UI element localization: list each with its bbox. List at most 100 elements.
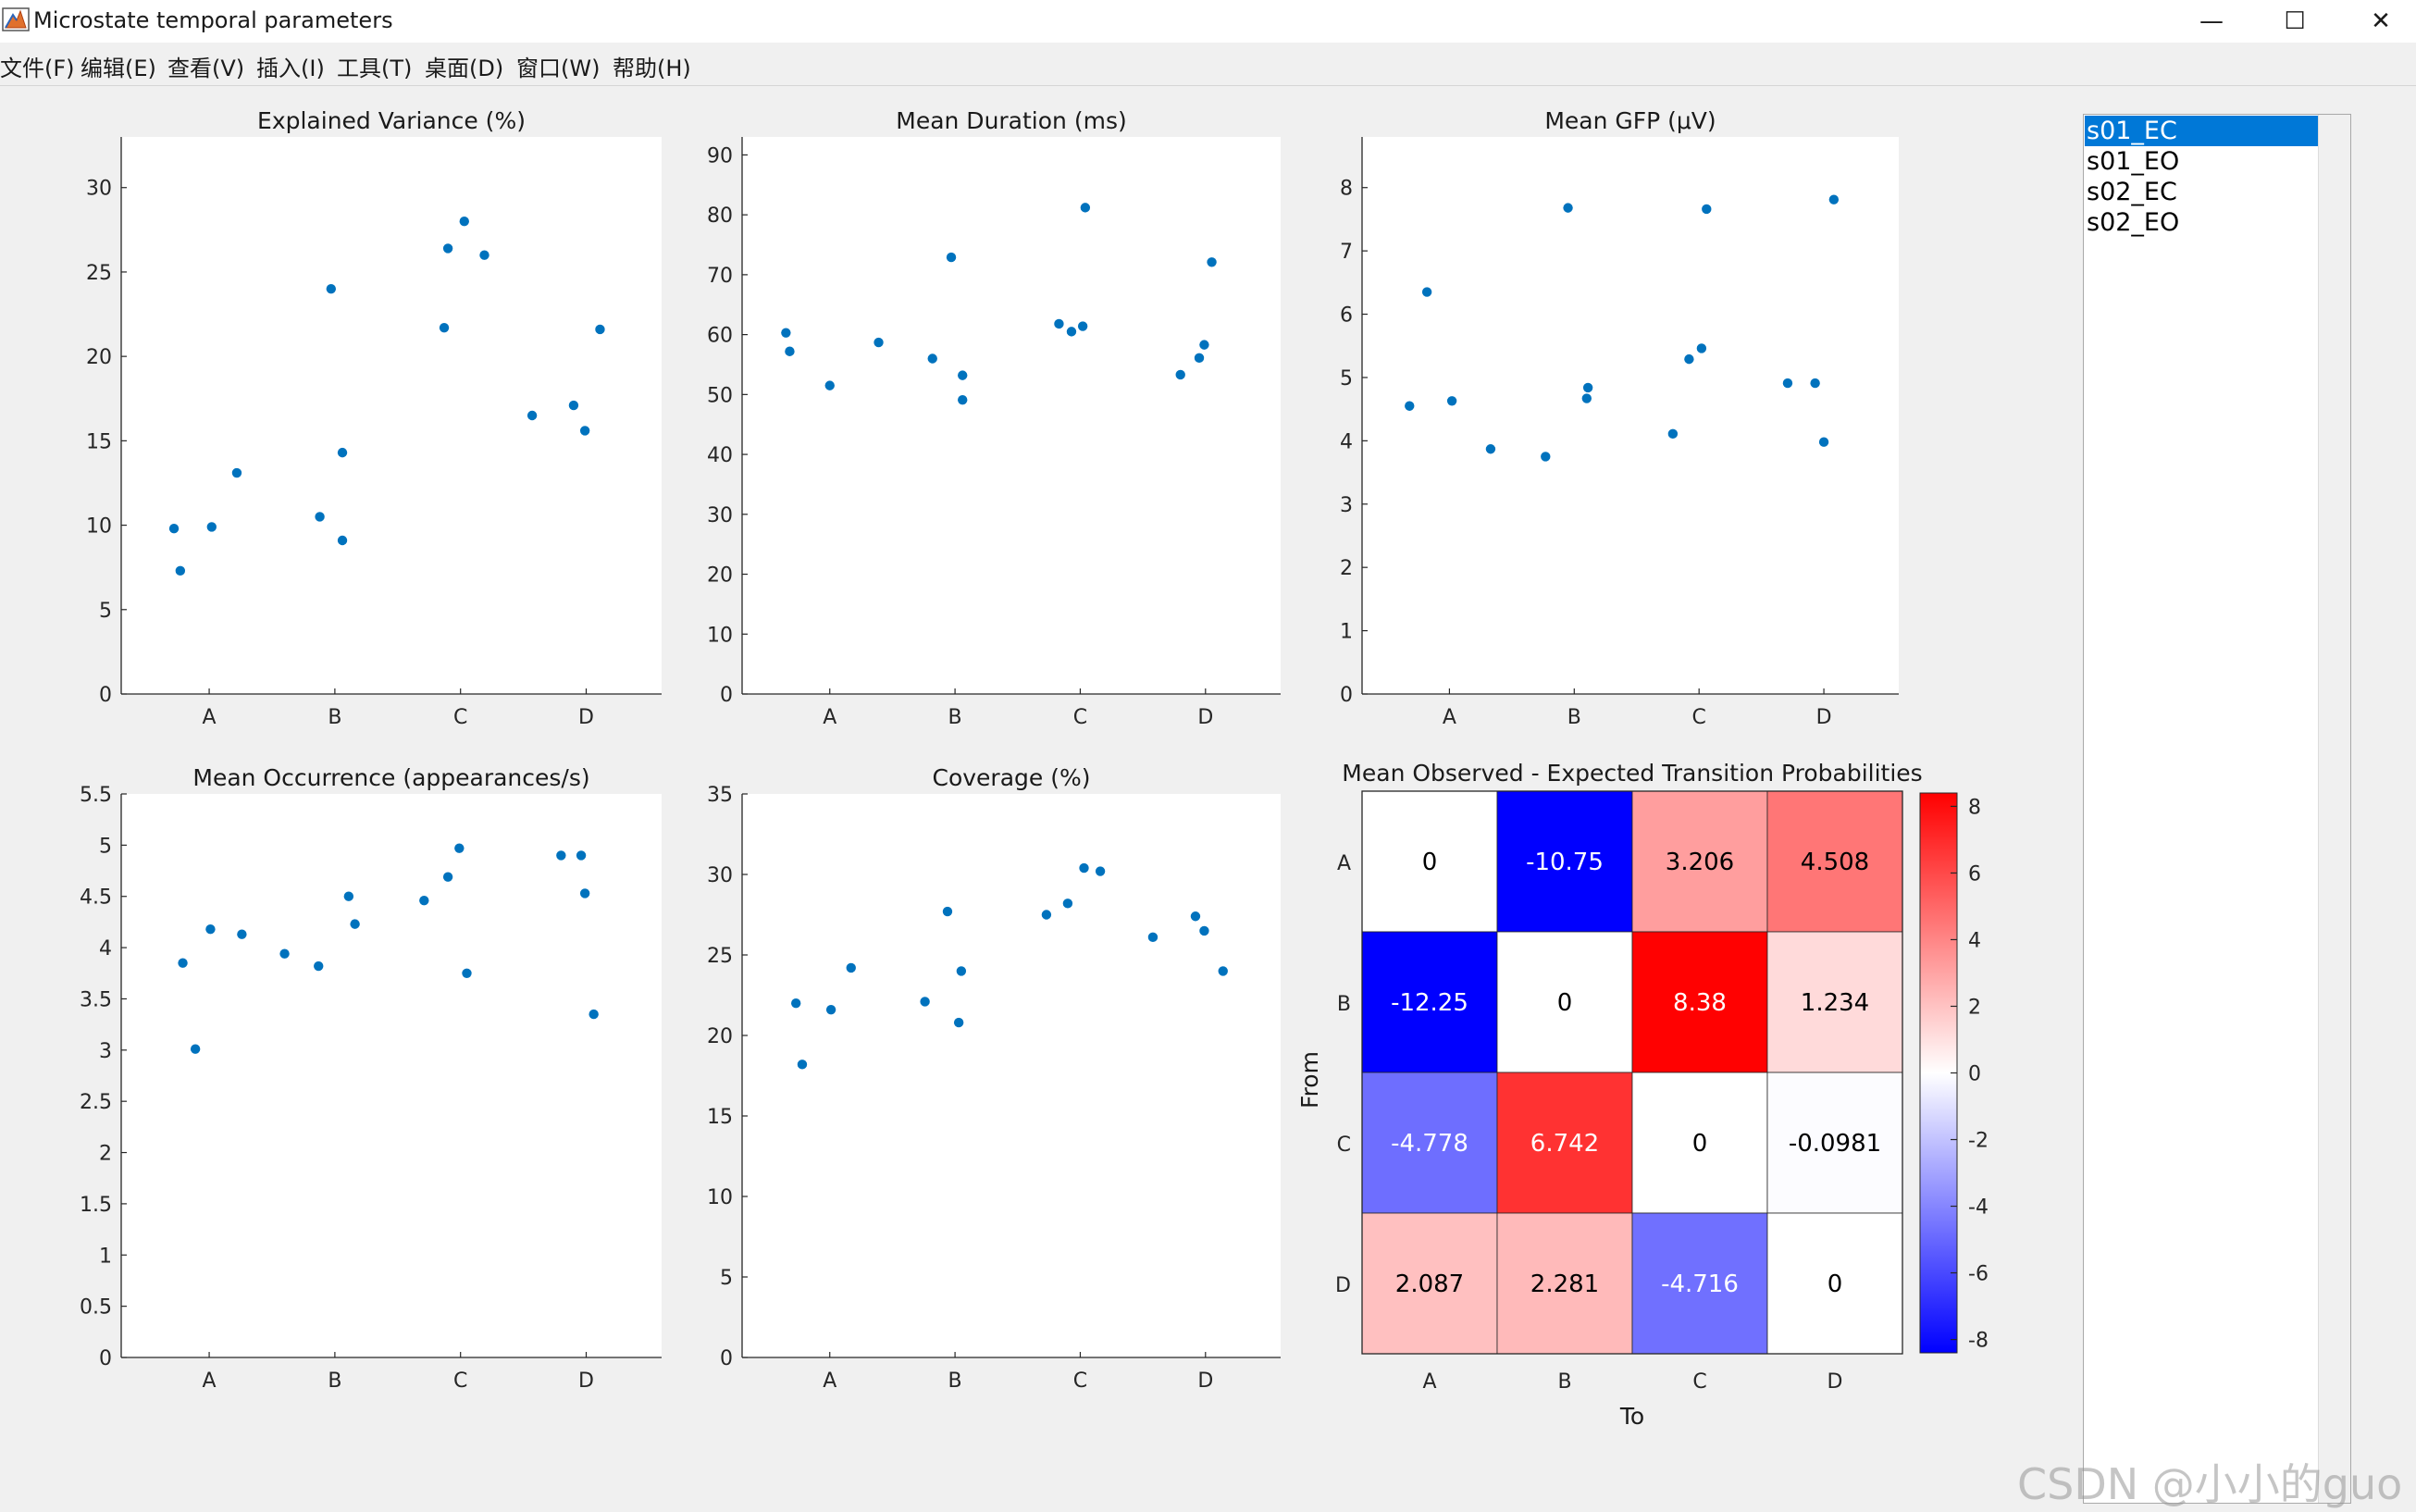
y-tick-label: 1.5 bbox=[80, 1194, 112, 1217]
y-tick-label: 50 bbox=[707, 384, 733, 407]
data-point bbox=[1079, 862, 1089, 874]
y-tick-label: 40 bbox=[707, 444, 733, 467]
data-point bbox=[791, 998, 801, 1009]
menu-insert[interactable]: 插入(I) bbox=[256, 56, 325, 81]
colorbar-tick-label: 6 bbox=[1968, 862, 1981, 886]
y-tick-label: 30 bbox=[707, 864, 733, 887]
data-point bbox=[175, 565, 186, 576]
menu-view[interactable]: 查看(V) bbox=[167, 56, 245, 81]
window-title: Microstate temporal parameters bbox=[33, 7, 393, 33]
col-label: D bbox=[1827, 1370, 1843, 1394]
x-tick-label: D bbox=[578, 706, 594, 729]
minimize-button[interactable]: — bbox=[2176, 0, 2247, 43]
data-point bbox=[556, 850, 566, 861]
matlab-figure-icon bbox=[2, 7, 30, 31]
data-point bbox=[459, 217, 469, 227]
x-tick-label: D bbox=[1816, 706, 1832, 729]
ev-axes: Explained Variance (%) 0 5 10 15 20 25 30 A B C D bbox=[86, 107, 662, 729]
menu-window[interactable]: 窗口(W) bbox=[516, 56, 601, 81]
heatmap-cell-label: 0 bbox=[1692, 1130, 1708, 1158]
data-point bbox=[326, 283, 337, 294]
data-point bbox=[1782, 378, 1793, 389]
data-point bbox=[231, 467, 242, 478]
x-tick-label: A bbox=[1443, 706, 1456, 729]
data-point bbox=[1582, 382, 1593, 393]
x-tick-label: A bbox=[823, 1369, 836, 1393]
y-tick-label: 0 bbox=[720, 1347, 733, 1370]
heatmap-cell-label: -4.716 bbox=[1661, 1270, 1739, 1298]
y-tick-label: 5 bbox=[1340, 367, 1353, 390]
heatmap-cell-label: -10.75 bbox=[1526, 849, 1604, 876]
data-point bbox=[237, 929, 247, 939]
maximize-button[interactable]: ☐ bbox=[2260, 0, 2330, 43]
y-tick-label: 20 bbox=[86, 346, 112, 369]
x-tick-label: C bbox=[1073, 706, 1087, 729]
heatmap-cell-label: 0 bbox=[1422, 849, 1438, 876]
dataset-item[interactable]: s01_EO bbox=[2087, 147, 2180, 176]
data-point bbox=[1828, 194, 1840, 204]
y-tick-label: 90 bbox=[707, 144, 733, 167]
axes-title: Mean GFP (μV) bbox=[1544, 107, 1716, 134]
data-point bbox=[956, 966, 967, 976]
data-point bbox=[462, 968, 472, 978]
data-point bbox=[1563, 203, 1573, 213]
data-point bbox=[1581, 393, 1592, 403]
menu-help[interactable]: 帮助(H) bbox=[613, 56, 691, 81]
dataset-item[interactable]: s02_EO bbox=[2087, 208, 2180, 237]
heatmap-cell-label: 8.38 bbox=[1673, 989, 1727, 1017]
y-tick-label: 2.5 bbox=[80, 1091, 112, 1114]
listbox-scrollbar[interactable] bbox=[2318, 115, 2350, 1503]
data-point bbox=[942, 906, 953, 917]
data-point bbox=[1190, 911, 1201, 922]
data-point bbox=[1147, 932, 1158, 943]
heatmap-cell bbox=[1496, 1072, 1633, 1214]
y-tick-label: 30 bbox=[707, 504, 733, 527]
heatmap-border bbox=[1361, 790, 1903, 1355]
data-point bbox=[479, 250, 489, 260]
heatmap-cell-label: 6.742 bbox=[1530, 1130, 1599, 1158]
axes-title: Coverage (%) bbox=[933, 764, 1091, 791]
gfp-axes: Mean GFP (μV) 0 1 2 3 4 5 6 7 8 A B C D bbox=[1340, 107, 1899, 729]
data-point bbox=[1077, 321, 1088, 331]
data-point bbox=[190, 1044, 201, 1054]
data-point bbox=[1405, 401, 1415, 411]
data-point bbox=[595, 324, 605, 335]
data-point bbox=[439, 322, 450, 333]
menu-edit[interactable]: 编辑(E) bbox=[81, 56, 156, 81]
heatmap-cell bbox=[1631, 1212, 1768, 1355]
menu-desktop[interactable]: 桌面(D) bbox=[425, 56, 504, 81]
dataset-item[interactable]: s01_EC bbox=[2085, 116, 2318, 146]
heatmap-cell bbox=[1766, 931, 1903, 1073]
y-tick-label: 10 bbox=[86, 515, 112, 539]
heatmap-cell-label: 4.508 bbox=[1801, 849, 1869, 876]
close-button[interactable]: ✕ bbox=[2346, 0, 2416, 43]
y-tick-label: 1 bbox=[1340, 621, 1353, 644]
colorbar-tick-label: 4 bbox=[1968, 929, 1981, 952]
y-tick-label: 0 bbox=[99, 1347, 112, 1370]
data-point bbox=[1485, 444, 1496, 454]
data-point bbox=[1080, 203, 1091, 213]
data-point bbox=[568, 400, 579, 411]
y-tick-label: 4 bbox=[99, 937, 112, 960]
y-tick-label: 8 bbox=[1340, 178, 1353, 201]
y-tick-label: 10 bbox=[707, 1186, 733, 1209]
dataset-item[interactable]: s02_EC bbox=[2087, 178, 2177, 206]
y-tick-label: 20 bbox=[707, 564, 733, 588]
data-point bbox=[958, 370, 968, 380]
data-point bbox=[920, 997, 930, 1007]
y-tick-label: 1 bbox=[99, 1245, 112, 1268]
menu-tools[interactable]: 工具(T) bbox=[337, 56, 413, 81]
x-tick-label: B bbox=[1567, 706, 1581, 729]
watermark: CSDN @小小的guo bbox=[2017, 1459, 2403, 1509]
dataset-listbox[interactable]: s01_EC s01_EO s02_EC s02_EO bbox=[2083, 114, 2351, 1504]
y-tick-label: 25 bbox=[707, 945, 733, 968]
close-icon: ✕ bbox=[2371, 7, 2391, 35]
data-point bbox=[953, 1017, 964, 1028]
data-point bbox=[576, 850, 587, 861]
data-point bbox=[797, 1060, 808, 1070]
data-point bbox=[1041, 910, 1052, 920]
heatmap-cell bbox=[1631, 1072, 1768, 1214]
colorbar: 8 6 4 2 0 -2 -4 -6 -8 bbox=[1919, 792, 1989, 1354]
menu-file[interactable]: 文件(F) bbox=[0, 56, 75, 81]
